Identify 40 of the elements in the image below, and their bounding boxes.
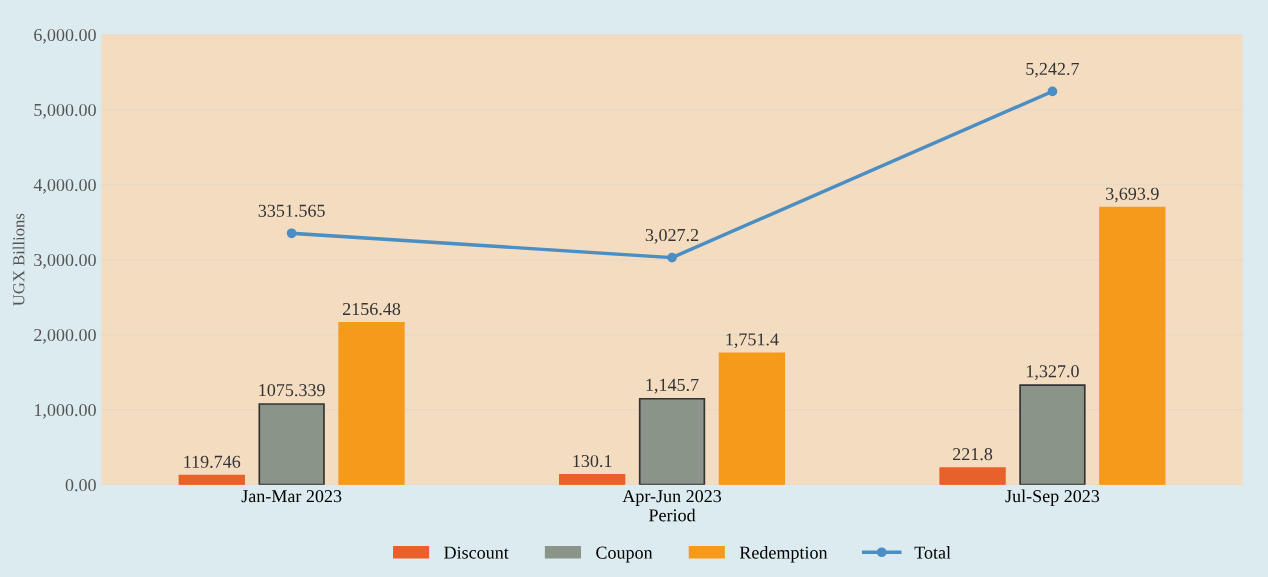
x-tick-label: Jan-Mar 2023 (241, 490, 342, 503)
data-label: 1,145.7 (646, 378, 699, 394)
x-axis-title: Period (648, 508, 696, 522)
bar (178, 474, 245, 485)
data-label: 1,751.4 (726, 333, 779, 349)
x-tick-label: Apr-Jun 2023 (622, 490, 722, 506)
y-tick-label: 3,000.00 (34, 253, 96, 269)
data-label: 119.746 (184, 455, 241, 468)
bar (258, 403, 325, 485)
data-label: 221.8 (953, 448, 993, 461)
point (1047, 86, 1058, 97)
y-tick-label: 6,000.00 (34, 28, 96, 44)
y-tick-label: 2,000.00 (34, 328, 96, 344)
data-label: 130.1 (573, 454, 612, 468)
bar (558, 474, 626, 485)
legend-label: Total (914, 546, 951, 559)
data-label: 1075.339 (259, 384, 325, 397)
point (286, 228, 297, 239)
data-label: 1,327.0 (1026, 365, 1079, 380)
legend-label: Coupon (596, 546, 653, 563)
y-tick-label: 0.00 (65, 478, 96, 492)
bar (338, 322, 405, 485)
data-label: 3351.565 (258, 204, 325, 217)
bar (718, 352, 786, 485)
bar (1099, 206, 1166, 485)
data-label: 3,693.9 (1106, 187, 1159, 203)
y-tick-label: 5,000.00 (34, 103, 96, 119)
legend-label: Redemption (739, 546, 828, 563)
bar (939, 467, 1006, 485)
x-tick-label: Jul-Sep 2023 (1005, 489, 1100, 506)
y-tick-label: 1,000.00 (34, 403, 96, 419)
y-axis-title: UGX Billions (12, 213, 25, 306)
legend-label: Discount (444, 546, 509, 559)
data-label: 3,027.2 (645, 228, 699, 244)
bar (638, 397, 706, 485)
data-label: 5,242.7 (1026, 62, 1079, 78)
y-tick-label: 4,000.00 (33, 178, 96, 194)
data-label: 2156.48 (342, 302, 401, 316)
bar (1019, 384, 1086, 485)
point (667, 252, 677, 263)
